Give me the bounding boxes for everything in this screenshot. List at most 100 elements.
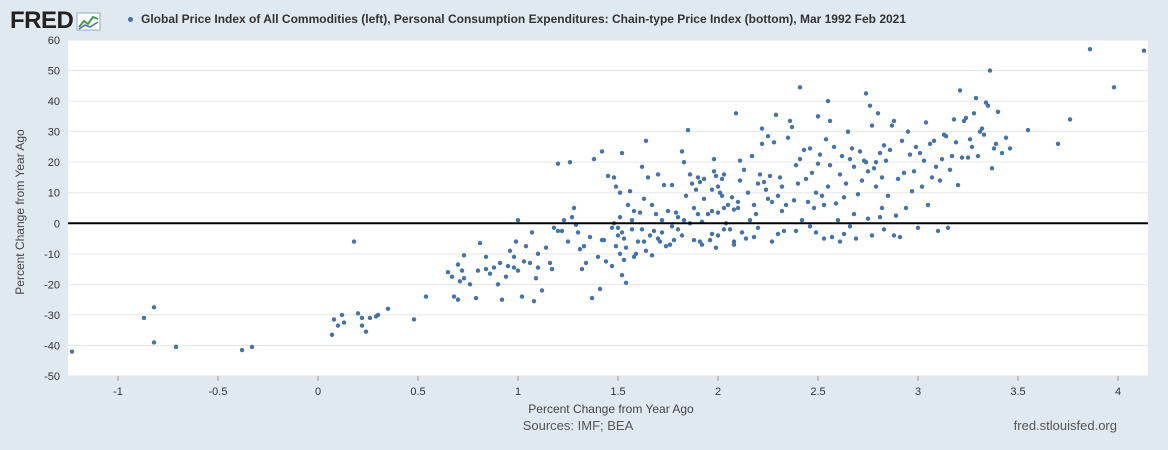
data-point[interactable] bbox=[473, 295, 479, 301]
data-point[interactable] bbox=[975, 153, 981, 159]
data-point[interactable] bbox=[239, 347, 245, 353]
data-point[interactable] bbox=[711, 156, 717, 162]
data-point[interactable] bbox=[877, 214, 883, 220]
data-point[interactable] bbox=[613, 243, 619, 249]
data-point[interactable] bbox=[709, 208, 715, 214]
data-point[interactable] bbox=[817, 152, 823, 157]
data-point[interactable] bbox=[647, 233, 653, 238]
data-point[interactable] bbox=[575, 230, 581, 235]
data-point[interactable] bbox=[483, 254, 489, 260]
data-point[interactable] bbox=[755, 181, 761, 186]
data-point[interactable] bbox=[515, 218, 521, 223]
data-point[interactable] bbox=[651, 228, 657, 234]
data-point[interactable] bbox=[807, 146, 813, 151]
data-point[interactable] bbox=[845, 129, 851, 134]
data-point[interactable] bbox=[701, 196, 707, 202]
data-point[interactable] bbox=[569, 214, 575, 220]
data-point[interactable] bbox=[671, 237, 677, 243]
data-point[interactable] bbox=[859, 178, 865, 183]
data-point[interactable] bbox=[659, 230, 665, 235]
data-point[interactable] bbox=[813, 190, 819, 195]
data-point[interactable] bbox=[539, 288, 545, 293]
data-point[interactable] bbox=[679, 149, 685, 154]
data-point[interactable] bbox=[783, 202, 789, 208]
data-point[interactable] bbox=[649, 253, 655, 258]
data-point[interactable] bbox=[909, 189, 915, 194]
data-point[interactable] bbox=[1087, 46, 1093, 52]
data-point[interactable] bbox=[707, 237, 713, 243]
data-point[interactable] bbox=[633, 251, 639, 257]
data-point[interactable] bbox=[735, 199, 741, 205]
data-point[interactable] bbox=[755, 225, 761, 231]
data-point[interactable] bbox=[873, 184, 879, 189]
data-point[interactable] bbox=[669, 224, 675, 229]
data-point[interactable] bbox=[655, 172, 661, 177]
data-point[interactable] bbox=[1067, 117, 1073, 122]
data-point[interactable] bbox=[839, 153, 845, 159]
data-point[interactable] bbox=[769, 199, 775, 205]
data-point[interactable] bbox=[547, 260, 553, 266]
data-point[interactable] bbox=[805, 199, 811, 205]
data-point[interactable] bbox=[461, 276, 467, 281]
data-point[interactable] bbox=[457, 279, 463, 284]
data-point[interactable] bbox=[803, 176, 809, 182]
data-point[interactable] bbox=[959, 155, 965, 160]
data-point[interactable] bbox=[847, 224, 853, 229]
data-point[interactable] bbox=[893, 213, 899, 218]
data-point[interactable] bbox=[445, 269, 451, 275]
data-point[interactable] bbox=[495, 282, 501, 287]
data-point[interactable] bbox=[503, 274, 509, 279]
data-point[interactable] bbox=[249, 344, 255, 350]
data-point[interactable] bbox=[713, 245, 719, 250]
data-point[interactable] bbox=[151, 305, 157, 310]
data-point[interactable] bbox=[927, 141, 933, 147]
data-point[interactable] bbox=[811, 205, 817, 211]
data-point[interactable] bbox=[555, 228, 561, 234]
data-point[interactable] bbox=[765, 134, 771, 139]
data-point[interactable] bbox=[787, 118, 793, 124]
data-point[interactable] bbox=[595, 254, 601, 260]
data-point[interactable] bbox=[461, 253, 467, 258]
data-point[interactable] bbox=[367, 315, 373, 321]
data-point[interactable] bbox=[659, 218, 665, 223]
data-point[interactable] bbox=[385, 306, 391, 311]
data-point[interactable] bbox=[785, 135, 791, 140]
data-point[interactable] bbox=[821, 202, 827, 208]
data-point[interactable] bbox=[877, 150, 883, 156]
data-point[interactable] bbox=[511, 254, 517, 260]
data-point[interactable] bbox=[813, 230, 819, 235]
data-point[interactable] bbox=[965, 155, 971, 160]
data-point[interactable] bbox=[837, 239, 843, 244]
data-point[interactable] bbox=[799, 218, 805, 223]
data-point[interactable] bbox=[629, 227, 635, 232]
data-point[interactable] bbox=[963, 115, 969, 121]
data-point[interactable] bbox=[919, 184, 925, 189]
data-point[interactable] bbox=[451, 294, 457, 299]
data-point[interactable] bbox=[879, 175, 885, 180]
data-point[interactable] bbox=[995, 109, 1001, 114]
data-point[interactable] bbox=[665, 208, 671, 214]
data-point[interactable] bbox=[709, 187, 715, 192]
data-point[interactable] bbox=[953, 140, 959, 145]
data-point[interactable] bbox=[617, 214, 623, 220]
data-point[interactable] bbox=[913, 144, 919, 150]
data-point[interactable] bbox=[987, 68, 993, 73]
data-point[interactable] bbox=[777, 175, 783, 180]
data-point[interactable] bbox=[981, 132, 987, 137]
data-point[interactable] bbox=[627, 189, 633, 194]
data-point[interactable] bbox=[819, 193, 825, 198]
data-point[interactable] bbox=[923, 120, 929, 125]
data-point[interactable] bbox=[675, 227, 681, 232]
data-point[interactable] bbox=[971, 111, 977, 116]
data-point[interactable] bbox=[623, 245, 629, 250]
data-point[interactable] bbox=[779, 184, 785, 189]
data-point[interactable] bbox=[359, 323, 365, 328]
data-point[interactable] bbox=[641, 196, 647, 202]
data-point[interactable] bbox=[763, 187, 769, 192]
data-point[interactable] bbox=[945, 225, 951, 231]
data-point[interactable] bbox=[773, 112, 779, 118]
data-point[interactable] bbox=[869, 123, 875, 128]
data-point[interactable] bbox=[829, 234, 835, 240]
data-point[interactable] bbox=[599, 149, 605, 154]
data-point[interactable] bbox=[891, 233, 897, 238]
